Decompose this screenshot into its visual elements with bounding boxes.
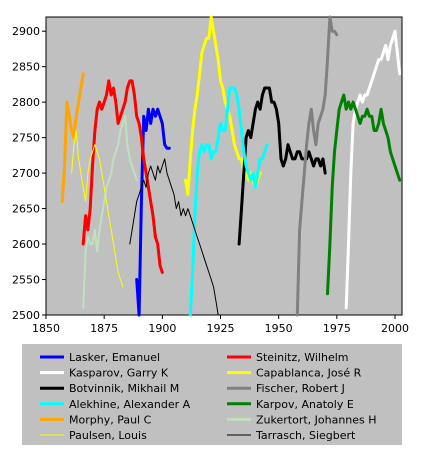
series-line-10 xyxy=(82,115,138,309)
y-tick-label-5: 2700 xyxy=(12,167,40,180)
legend-label-2: Steinitz, Wilhelm xyxy=(256,351,349,364)
series-line-7 xyxy=(188,86,269,317)
x-tick-label-3: 1900 xyxy=(148,322,176,335)
legend-label-7: Alekhine, Alexander A xyxy=(69,398,191,411)
axis-layer: 2500 2550 2600 2650 2700 2750 2800 2850 2900 1850… xyxy=(12,25,409,335)
series-line-2 xyxy=(81,79,164,274)
x-tick-label-6: 1975 xyxy=(323,322,351,335)
x-tick-label-2: 1875 xyxy=(90,322,118,335)
y-tick-label-4: 2650 xyxy=(12,203,40,216)
series-line-6 xyxy=(295,15,339,317)
y-tick-label-9: 2900 xyxy=(12,25,40,38)
legend-label-9: Morphy, Paul C xyxy=(69,413,152,426)
series-line-12 xyxy=(129,158,219,316)
x-tick-label-1: 1850 xyxy=(32,322,60,335)
x-tick-label-5: 1950 xyxy=(265,322,293,335)
series-layer xyxy=(60,15,402,317)
y-tick-label-7: 2800 xyxy=(12,96,40,109)
y-tick-label-3: 2600 xyxy=(12,238,40,251)
series-line-1 xyxy=(135,107,171,317)
y-tick-label-1: 2500 xyxy=(12,309,40,322)
legend-label-6: Fischer, Robert J xyxy=(256,382,345,395)
series-line-4 xyxy=(184,15,262,196)
legend-label-11: Paulsen, Louis xyxy=(69,429,147,442)
x-tick-label-4: 1925 xyxy=(207,322,235,335)
series-line-9 xyxy=(60,72,85,203)
series-line-8 xyxy=(326,93,402,296)
legend-label-12: Tarrasch, Siegbert xyxy=(255,429,356,442)
series-line-5 xyxy=(237,86,327,246)
legend-label-1: Lasker, Emanuel xyxy=(69,351,160,364)
series-line-11 xyxy=(71,130,124,288)
legend-label-4: Capablanca, José R xyxy=(256,367,362,380)
legend-label-8: Karpov, Anatoly E xyxy=(256,398,354,411)
legend-label-3: Kasparov, Garry K xyxy=(69,367,169,380)
x-tick-label-7: 2000 xyxy=(381,322,409,335)
y-tick-label-2: 2550 xyxy=(12,274,40,287)
legend-label-5: Botvinnik, Mikhail M xyxy=(69,382,179,395)
plot-area xyxy=(45,16,403,316)
y-tick-label-6: 2750 xyxy=(12,132,40,145)
y-tick-label-8: 2850 xyxy=(12,61,40,74)
legend-box xyxy=(22,344,402,445)
legend-label-10: Zukertort, Johannes H xyxy=(256,413,377,426)
legend: Lasker, Emanuel Steinitz, Wilhelm Kasparov… xyxy=(40,351,377,442)
